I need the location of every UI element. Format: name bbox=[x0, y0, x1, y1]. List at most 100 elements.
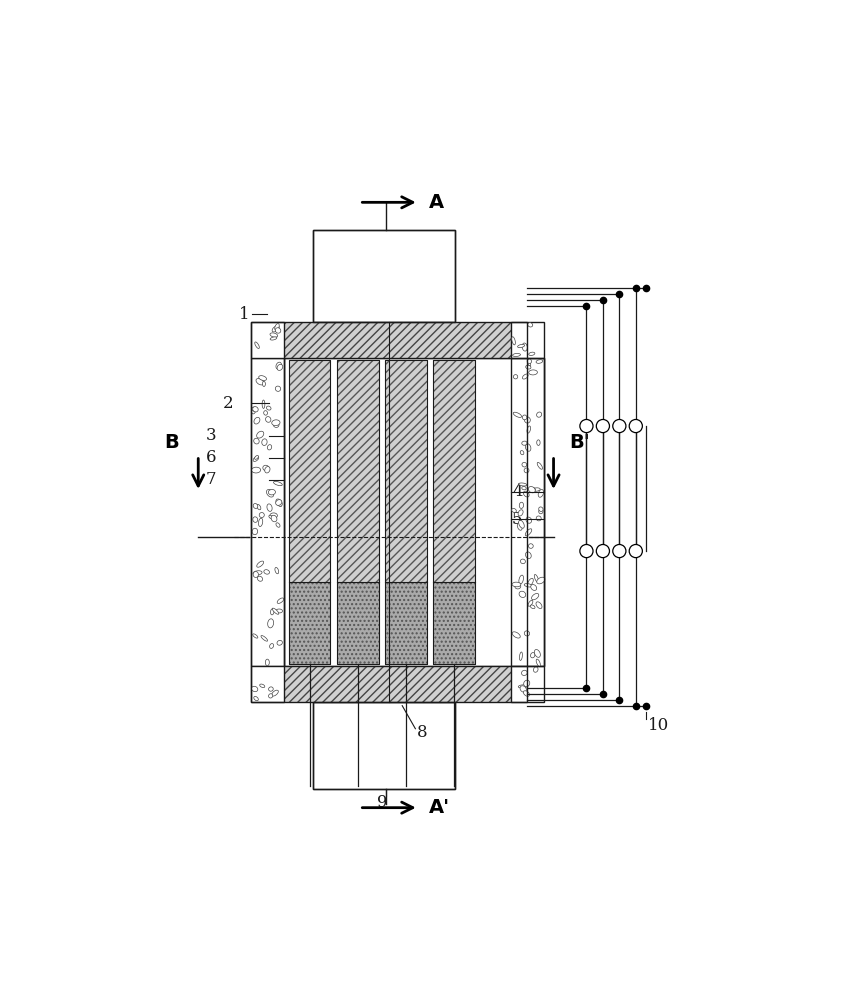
Ellipse shape bbox=[253, 571, 262, 575]
Ellipse shape bbox=[531, 605, 535, 609]
Ellipse shape bbox=[253, 634, 258, 638]
Ellipse shape bbox=[275, 386, 281, 391]
Ellipse shape bbox=[537, 462, 543, 469]
Ellipse shape bbox=[526, 365, 531, 369]
Ellipse shape bbox=[266, 417, 271, 422]
Ellipse shape bbox=[537, 577, 545, 584]
Ellipse shape bbox=[514, 375, 518, 379]
Ellipse shape bbox=[514, 584, 520, 589]
Ellipse shape bbox=[524, 468, 529, 473]
Bar bbox=[433, 360, 475, 582]
Ellipse shape bbox=[256, 504, 261, 510]
Ellipse shape bbox=[539, 507, 543, 511]
Ellipse shape bbox=[512, 632, 520, 638]
Ellipse shape bbox=[525, 417, 531, 423]
Bar bbox=[385, 360, 426, 582]
Ellipse shape bbox=[252, 528, 257, 535]
Circle shape bbox=[596, 419, 610, 433]
Ellipse shape bbox=[273, 608, 278, 614]
Text: 4: 4 bbox=[512, 483, 523, 500]
Ellipse shape bbox=[257, 576, 262, 581]
Ellipse shape bbox=[518, 510, 523, 516]
Bar bbox=[251, 666, 284, 702]
Ellipse shape bbox=[259, 376, 267, 380]
Bar bbox=[337, 582, 379, 664]
Text: B': B' bbox=[570, 433, 590, 452]
Ellipse shape bbox=[527, 426, 531, 433]
Ellipse shape bbox=[261, 636, 267, 641]
Ellipse shape bbox=[277, 640, 283, 645]
Ellipse shape bbox=[522, 415, 527, 420]
Ellipse shape bbox=[524, 491, 529, 497]
Ellipse shape bbox=[531, 593, 539, 600]
Ellipse shape bbox=[254, 417, 260, 424]
Ellipse shape bbox=[522, 462, 526, 467]
Ellipse shape bbox=[267, 406, 271, 410]
Ellipse shape bbox=[525, 631, 530, 636]
Circle shape bbox=[613, 419, 626, 433]
Text: 7: 7 bbox=[206, 471, 216, 488]
Ellipse shape bbox=[519, 483, 527, 486]
Ellipse shape bbox=[253, 456, 259, 461]
Ellipse shape bbox=[276, 499, 282, 506]
Bar bbox=[251, 322, 527, 702]
Ellipse shape bbox=[520, 652, 522, 660]
Bar bbox=[511, 322, 543, 358]
Ellipse shape bbox=[273, 481, 282, 486]
Ellipse shape bbox=[255, 455, 258, 459]
Ellipse shape bbox=[526, 444, 531, 451]
Ellipse shape bbox=[531, 653, 535, 658]
Ellipse shape bbox=[524, 680, 530, 687]
Ellipse shape bbox=[526, 517, 531, 523]
Ellipse shape bbox=[526, 529, 531, 536]
Ellipse shape bbox=[268, 694, 273, 698]
Circle shape bbox=[629, 544, 643, 558]
Ellipse shape bbox=[253, 572, 258, 577]
Ellipse shape bbox=[528, 578, 533, 586]
Ellipse shape bbox=[272, 690, 278, 696]
Ellipse shape bbox=[536, 602, 542, 609]
Ellipse shape bbox=[531, 488, 536, 492]
Text: 6: 6 bbox=[206, 449, 216, 466]
Ellipse shape bbox=[521, 670, 527, 675]
Bar bbox=[433, 360, 475, 664]
Ellipse shape bbox=[523, 691, 530, 696]
Ellipse shape bbox=[520, 451, 524, 455]
Ellipse shape bbox=[533, 667, 538, 672]
Ellipse shape bbox=[264, 570, 269, 574]
Ellipse shape bbox=[522, 374, 528, 379]
Ellipse shape bbox=[251, 467, 261, 473]
Ellipse shape bbox=[273, 422, 279, 427]
Ellipse shape bbox=[276, 500, 282, 505]
Ellipse shape bbox=[522, 441, 527, 445]
Ellipse shape bbox=[270, 644, 273, 648]
Ellipse shape bbox=[518, 685, 527, 688]
Bar bbox=[284, 666, 511, 702]
Ellipse shape bbox=[268, 489, 275, 495]
Text: 9: 9 bbox=[377, 794, 388, 811]
Ellipse shape bbox=[278, 501, 282, 506]
Circle shape bbox=[629, 419, 643, 433]
Circle shape bbox=[580, 419, 593, 433]
Bar bbox=[511, 666, 543, 702]
Ellipse shape bbox=[527, 360, 531, 366]
Ellipse shape bbox=[538, 490, 543, 497]
Ellipse shape bbox=[536, 360, 543, 363]
Ellipse shape bbox=[524, 584, 531, 587]
Ellipse shape bbox=[270, 333, 278, 337]
Ellipse shape bbox=[259, 513, 264, 518]
Ellipse shape bbox=[512, 337, 515, 345]
Ellipse shape bbox=[264, 411, 267, 415]
Bar bbox=[251, 322, 284, 358]
Ellipse shape bbox=[267, 445, 272, 450]
Ellipse shape bbox=[269, 515, 273, 519]
Ellipse shape bbox=[528, 544, 533, 548]
Ellipse shape bbox=[277, 364, 283, 370]
Circle shape bbox=[596, 544, 610, 558]
Bar bbox=[284, 358, 543, 666]
Ellipse shape bbox=[267, 489, 273, 497]
Ellipse shape bbox=[519, 520, 525, 528]
Ellipse shape bbox=[512, 508, 516, 512]
Ellipse shape bbox=[522, 486, 526, 490]
Bar bbox=[251, 358, 284, 666]
